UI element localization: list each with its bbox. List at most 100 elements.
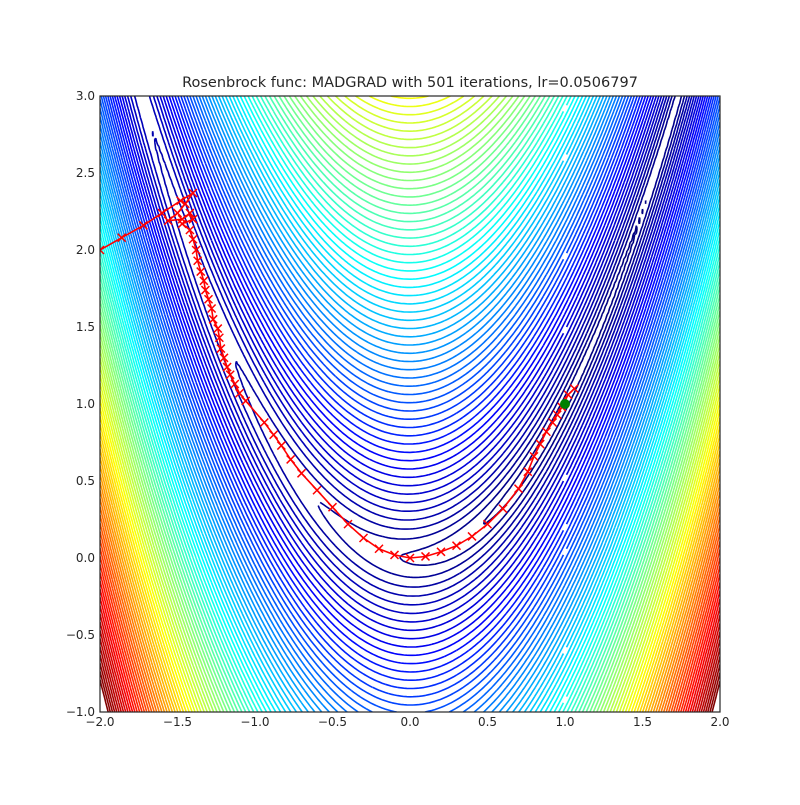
x-tick-label: 0.0: [400, 715, 419, 729]
contour-level-line: [100, 638, 720, 712]
contour-level-line: [100, 564, 720, 712]
contour-level-line: [100, 96, 720, 712]
y-tick-label: 3.0: [76, 89, 95, 103]
path-marker: [358, 533, 369, 543]
path-marker: [225, 370, 235, 380]
path-marker: [188, 234, 198, 244]
path-marker: [513, 484, 524, 494]
path-marker: [420, 551, 431, 561]
contour-level-line: [100, 490, 720, 712]
contour-level-line: [107, 96, 715, 690]
contour-level-line: [100, 96, 720, 712]
contour-level-line: [113, 96, 709, 665]
x-tick-label: −0.5: [318, 715, 347, 729]
contour-level-line: [100, 96, 720, 712]
contour-level-line: [100, 597, 720, 712]
path-marker: [199, 276, 209, 286]
contour-level-line: [100, 96, 720, 712]
contour-level-line: [100, 481, 720, 712]
contour-level-line: [151, 96, 691, 597]
contour-level-line: [100, 96, 720, 712]
x-tick-label: −2.0: [85, 715, 114, 729]
contour-level-line: [100, 96, 720, 712]
contour-level-line: [100, 646, 720, 712]
contour-level-line: [100, 605, 720, 712]
path-marker: [241, 396, 251, 406]
x-tick-label: −1.5: [163, 715, 192, 729]
contour-level-line: [100, 514, 720, 712]
path-marker: [219, 353, 229, 363]
path-marker: [177, 219, 187, 229]
contour-level-line: [123, 96, 700, 632]
contour-level-line: [133, 96, 693, 606]
contour-level-line: [100, 523, 720, 712]
y-tick-label: 2.0: [76, 243, 95, 257]
contour-level-line: [100, 96, 720, 712]
contour-level-line: [100, 96, 720, 712]
x-tick-label: 1.5: [633, 715, 652, 729]
path-marker: [185, 225, 195, 235]
path-marker: [196, 267, 206, 277]
contour-level-line: [100, 588, 720, 712]
path-marker: [451, 541, 462, 551]
contour-level-line: [100, 621, 720, 712]
contour-level-line: [100, 630, 720, 712]
path-marker: [214, 333, 224, 343]
contour-level-line: [317, 96, 686, 579]
contour-level-line: [100, 465, 720, 712]
path-marker: [523, 467, 533, 477]
contour-level-line: [100, 572, 720, 712]
contour-level-line: [100, 547, 720, 712]
path-marker: [548, 417, 558, 428]
contour-level-line: [100, 96, 720, 712]
contour-level-line: [116, 96, 707, 657]
path-marker: [193, 256, 203, 266]
y-tick-label: 0.5: [76, 474, 95, 488]
contour-level-line: [100, 473, 720, 712]
path-marker: [327, 502, 338, 512]
path-marker: [269, 430, 279, 440]
path-marker: [203, 294, 214, 304]
contour-level-line: [111, 96, 711, 673]
path-marker: [529, 451, 539, 461]
contour-level-line: [100, 96, 720, 712]
path-marker: [498, 504, 508, 514]
y-axis-ticks: −1.0 −0.5 0.0 0.5 1.0 1.5 2.0 2.5 3.0: [66, 89, 95, 719]
contour-level-line: [100, 539, 720, 712]
contour-level-line: [100, 96, 720, 712]
path-marker: [259, 417, 269, 428]
contour-level-line: [100, 654, 720, 712]
y-tick-label: −1.0: [66, 705, 95, 719]
path-marker: [276, 441, 286, 451]
path-marker: [176, 196, 186, 206]
contour-level-line: [100, 96, 720, 712]
path-marker: [207, 303, 217, 314]
path-marker: [222, 362, 232, 372]
path-marker: [541, 427, 551, 437]
path-marker: [117, 233, 127, 243]
contour-level-line: [100, 96, 720, 712]
contour-level-line: [100, 96, 720, 712]
path-marker: [163, 216, 173, 226]
contour-level-line: [100, 96, 720, 712]
contour-level-line: [100, 96, 720, 712]
contour-level-line: [100, 96, 720, 712]
contour-level-line: [100, 96, 720, 712]
path-marker: [535, 439, 545, 449]
path-marker: [180, 199, 190, 209]
path-marker: [569, 384, 579, 394]
path-marker: [436, 547, 446, 557]
path-marker: [208, 314, 218, 324]
contour-level-line: [100, 96, 720, 712]
contour-level-line: [234, 96, 688, 588]
path-marker: [343, 519, 353, 529]
contour-level-line: [100, 96, 720, 712]
contour-lines: [100, 96, 720, 712]
contour-level-line: [100, 407, 720, 712]
path-marker: [312, 485, 322, 495]
x-tick-label: 0.5: [478, 715, 497, 729]
contour-level-line: [100, 424, 720, 712]
contour-level-line: [100, 96, 720, 712]
y-tick-label: 1.0: [76, 397, 95, 411]
path-marker: [467, 531, 477, 541]
